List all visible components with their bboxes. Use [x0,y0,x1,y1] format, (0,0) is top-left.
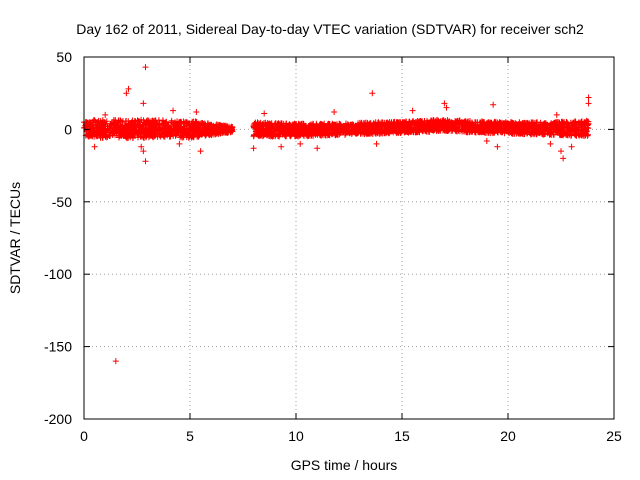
x-tick-label: 5 [186,428,194,444]
outlier-point [560,155,567,162]
outlier-point [585,94,592,101]
outlier-point [112,358,119,365]
outlier-point [553,111,560,118]
outlier-point [140,100,147,107]
outlier-point [441,100,448,107]
outlier-point [297,140,304,147]
y-tick-label: -150 [44,339,72,355]
plot-frame [83,56,615,420]
x-axis-label: GPS time / hours [291,457,398,473]
y-tick-label: 0 [64,121,72,137]
outlier-point [558,148,564,155]
outlier-point [142,64,149,71]
outlier-point [585,100,592,107]
outlier-point [170,107,177,114]
grid-lines [84,57,614,419]
x-tick-label: 20 [500,428,516,444]
dense-data-band [81,116,592,142]
x-tick-label: 10 [288,428,304,444]
x-tick-label: 0 [80,428,88,444]
data-points [81,64,592,365]
outlier-point [138,143,145,150]
outlier-point [278,143,285,150]
outlier-point [373,140,380,147]
outlier-point [250,145,257,152]
outlier-point [490,101,497,108]
outlier-point [197,148,204,155]
outlier-point [568,143,575,150]
x-tick-label: 25 [606,428,622,444]
x-tick-label: 15 [394,428,410,444]
outlier-point [369,90,376,97]
outlier-point [140,148,147,155]
y-tick-labels: -200 -150 -100 -50 0 50 [44,49,72,427]
outlier-point [176,140,183,147]
axis-ticks [83,56,615,420]
outlier-point [142,158,149,165]
y-tick-label: 50 [56,49,72,65]
outlier-point [193,109,200,116]
outlier-point [494,143,501,150]
y-tick-label: -200 [44,411,72,427]
outlier-point [443,104,450,111]
outlier-point [483,137,490,144]
y-tick-label: -50 [52,194,72,210]
outlier-point [123,90,130,97]
x-tick-labels: 0 5 10 15 20 25 [80,428,622,444]
outlier-point [409,107,416,114]
outlier-point [102,111,109,118]
y-axis-label: SDTVAR / TECUs [7,182,23,294]
outlier-point [314,145,321,152]
outlier-point [547,140,554,147]
outlier-point [331,109,338,116]
outlier-point [261,110,268,117]
outlier-point [125,85,132,92]
y-tick-label: -100 [44,266,72,282]
chart-title: Day 162 of 2011, Sidereal Day-to-day VTE… [76,21,584,37]
outlier-point [91,143,98,150]
